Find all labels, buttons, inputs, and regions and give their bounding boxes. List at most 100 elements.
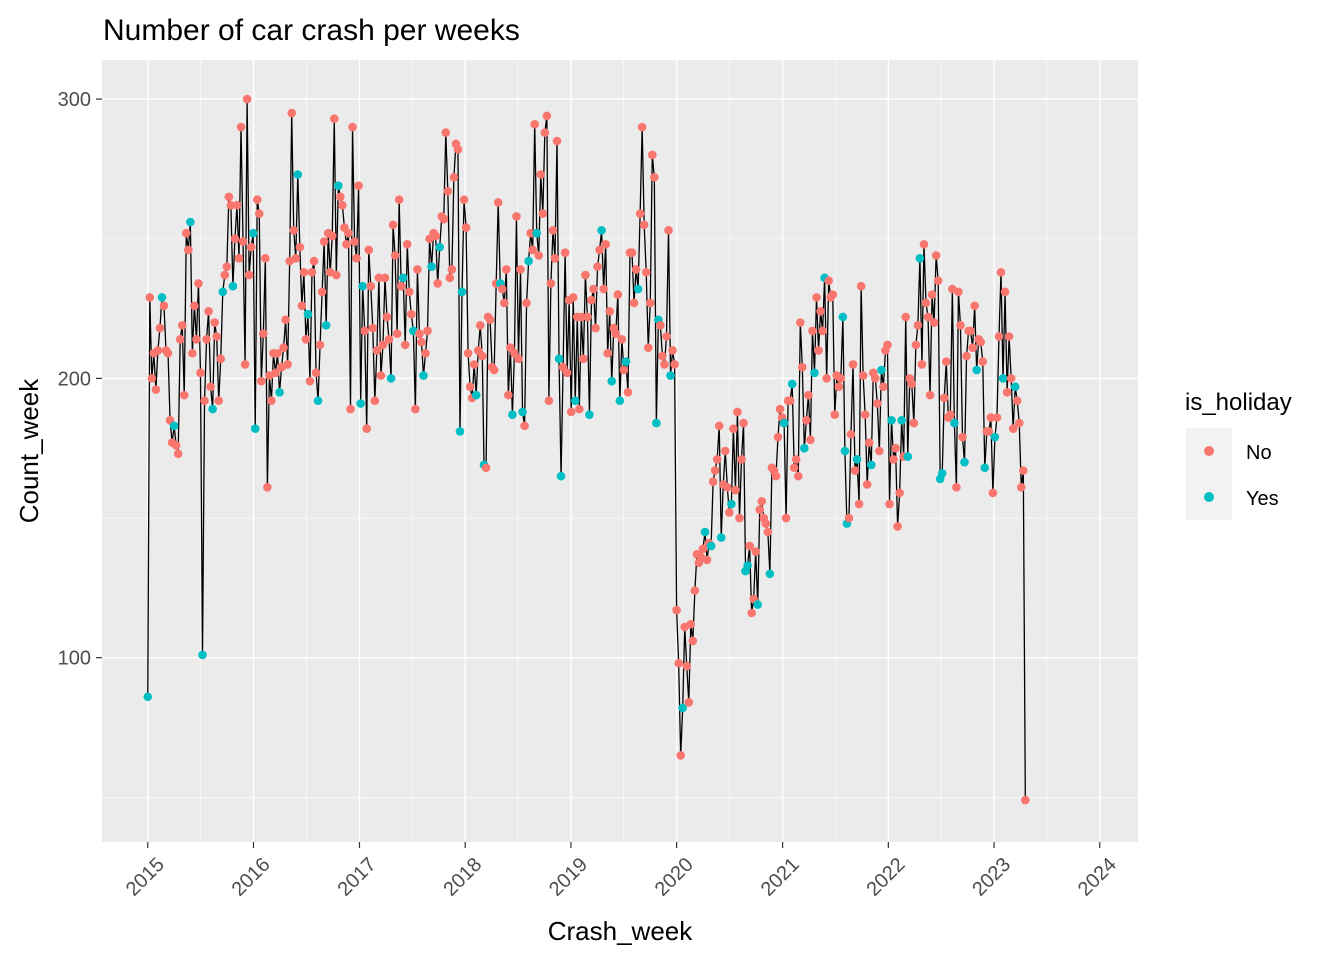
data-point bbox=[643, 343, 653, 352]
data-point bbox=[921, 298, 931, 308]
data-point bbox=[871, 374, 880, 383]
data-point bbox=[388, 220, 398, 230]
data-point bbox=[443, 186, 453, 196]
data-point bbox=[295, 242, 305, 252]
data-point bbox=[684, 698, 694, 707]
data-point bbox=[522, 298, 531, 308]
data-point bbox=[291, 253, 301, 263]
data-point bbox=[946, 410, 955, 419]
data-point bbox=[560, 248, 570, 258]
data-point bbox=[238, 237, 248, 246]
data-point bbox=[346, 404, 355, 414]
data-point bbox=[647, 150, 657, 160]
data-point bbox=[824, 276, 833, 285]
data-point-holiday bbox=[248, 228, 258, 238]
data-point bbox=[733, 407, 742, 417]
data-point bbox=[822, 374, 831, 383]
data-point bbox=[885, 499, 894, 509]
data-point bbox=[1012, 396, 1022, 406]
data-point bbox=[686, 619, 696, 629]
data-point bbox=[958, 432, 967, 442]
data-point bbox=[806, 435, 815, 445]
data-point bbox=[477, 351, 487, 361]
data-point-holiday bbox=[157, 293, 167, 302]
data-point bbox=[795, 318, 805, 327]
data-point bbox=[988, 488, 998, 498]
data-point bbox=[542, 111, 552, 121]
data-point bbox=[489, 365, 499, 375]
data-point-holiday bbox=[960, 457, 969, 467]
data-point-holiday bbox=[972, 365, 981, 375]
data-point bbox=[1021, 795, 1030, 805]
data-point-holiday bbox=[321, 321, 331, 330]
plot-panel bbox=[102, 60, 1138, 842]
legend-label-yes: Yes bbox=[1246, 488, 1279, 510]
data-point bbox=[212, 332, 221, 341]
data-point bbox=[808, 326, 817, 336]
data-point-holiday bbox=[356, 399, 365, 408]
data-point bbox=[485, 315, 495, 325]
series-line bbox=[147, 98, 1026, 801]
data-point-holiday bbox=[877, 365, 886, 375]
data-point bbox=[319, 237, 329, 246]
data-point bbox=[844, 513, 854, 523]
data-point bbox=[411, 404, 420, 414]
data-point bbox=[639, 220, 649, 230]
data-point bbox=[155, 323, 165, 333]
data-point-holiday bbox=[228, 281, 238, 291]
legend-key-yes bbox=[1204, 492, 1214, 502]
data-point-holiday bbox=[556, 471, 566, 481]
data-point bbox=[962, 351, 971, 361]
data-point bbox=[252, 195, 262, 204]
data-point bbox=[714, 421, 724, 431]
data-point bbox=[682, 661, 692, 671]
grid-major bbox=[102, 60, 1138, 842]
data-point bbox=[966, 326, 975, 336]
data-point bbox=[192, 334, 201, 344]
data-point bbox=[911, 340, 921, 350]
data-point bbox=[257, 376, 266, 386]
data-point bbox=[581, 270, 590, 280]
data-point bbox=[674, 658, 683, 668]
data-point bbox=[739, 418, 748, 428]
data-point bbox=[177, 321, 187, 330]
data-point bbox=[873, 399, 882, 408]
data-point bbox=[502, 265, 511, 274]
data-point bbox=[261, 253, 270, 263]
data-point bbox=[745, 541, 754, 551]
data-point bbox=[850, 466, 860, 475]
data-point bbox=[984, 427, 994, 436]
data-point bbox=[530, 119, 539, 129]
data-point bbox=[512, 212, 521, 221]
data-point bbox=[889, 455, 898, 464]
data-point bbox=[939, 393, 949, 403]
data-point bbox=[1014, 418, 1024, 428]
data-point bbox=[352, 253, 361, 263]
data-point bbox=[190, 301, 199, 311]
data-point-holiday bbox=[250, 424, 260, 433]
data-point bbox=[836, 374, 846, 383]
data-point bbox=[781, 513, 791, 523]
data-point-holiday bbox=[903, 452, 913, 461]
data-point-holiday bbox=[915, 253, 925, 263]
data-point bbox=[986, 413, 996, 422]
data-point bbox=[153, 346, 163, 355]
data-point bbox=[439, 214, 449, 224]
data-point bbox=[244, 270, 254, 280]
data-point bbox=[791, 455, 801, 464]
data-point-holiday bbox=[666, 371, 675, 380]
data-point-holiday bbox=[800, 443, 809, 453]
data-point-holiday bbox=[508, 410, 517, 419]
data-point bbox=[668, 346, 677, 355]
data-point-holiday bbox=[334, 181, 343, 190]
data-point-holiday bbox=[897, 415, 906, 425]
data-point-holiday bbox=[937, 469, 947, 478]
data-point bbox=[376, 371, 386, 380]
data-point bbox=[475, 321, 485, 330]
data-point bbox=[402, 240, 412, 249]
data-point bbox=[751, 547, 760, 556]
data-point-holiday bbox=[275, 388, 284, 397]
data-point-holiday bbox=[457, 287, 467, 297]
data-point bbox=[658, 351, 667, 361]
data-point-holiday bbox=[678, 703, 687, 713]
